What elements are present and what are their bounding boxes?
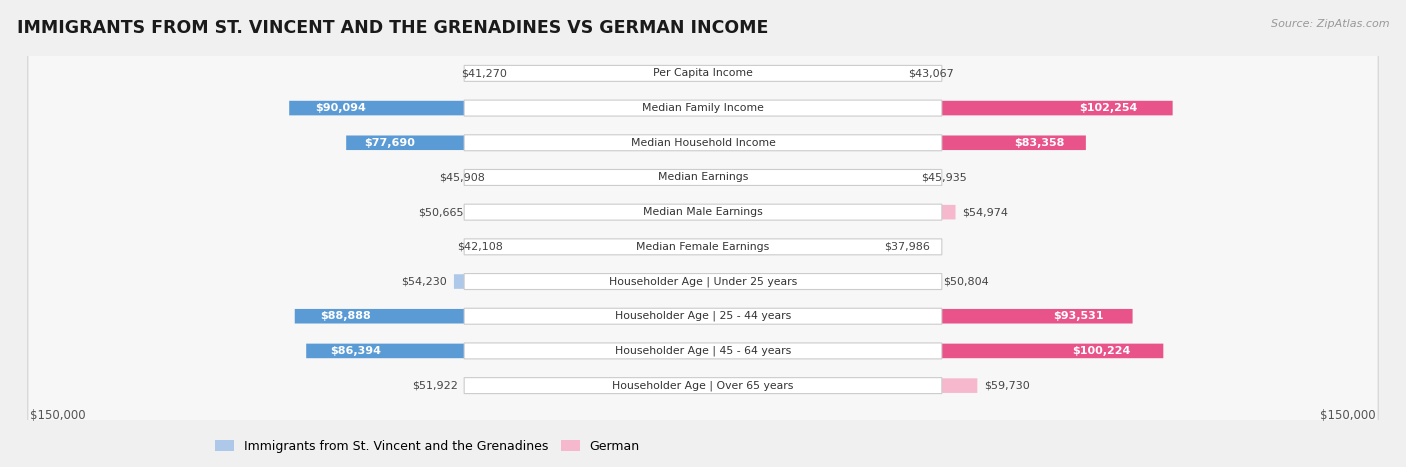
FancyBboxPatch shape [295,309,464,324]
FancyBboxPatch shape [346,135,464,150]
FancyBboxPatch shape [464,170,942,185]
Text: $54,230: $54,230 [401,276,447,287]
FancyBboxPatch shape [942,101,1173,115]
FancyBboxPatch shape [464,204,942,220]
FancyBboxPatch shape [464,65,942,81]
Text: Median Family Income: Median Family Income [643,103,763,113]
FancyBboxPatch shape [464,274,942,290]
Text: $102,254: $102,254 [1080,103,1137,113]
FancyBboxPatch shape [28,0,1378,467]
Text: Median Male Earnings: Median Male Earnings [643,207,763,217]
FancyBboxPatch shape [464,135,942,151]
Text: $88,888: $88,888 [321,311,371,321]
Text: $90,094: $90,094 [315,103,367,113]
Text: $41,270: $41,270 [461,68,506,78]
Text: $150,000: $150,000 [30,409,86,422]
Text: IMMIGRANTS FROM ST. VINCENT AND THE GRENADINES VS GERMAN INCOME: IMMIGRANTS FROM ST. VINCENT AND THE GREN… [17,19,768,37]
FancyBboxPatch shape [464,343,942,359]
FancyBboxPatch shape [28,0,1378,467]
Text: Householder Age | 25 - 44 years: Householder Age | 25 - 44 years [614,311,792,321]
Text: $54,974: $54,974 [962,207,1008,217]
Text: $59,730: $59,730 [984,381,1031,390]
Text: Median Household Income: Median Household Income [630,138,776,148]
Text: $43,067: $43,067 [908,68,953,78]
Text: $42,108: $42,108 [457,242,503,252]
Text: $77,690: $77,690 [364,138,415,148]
Text: $86,394: $86,394 [330,346,381,356]
FancyBboxPatch shape [307,344,464,358]
FancyBboxPatch shape [28,0,1378,467]
Text: $100,224: $100,224 [1071,346,1130,356]
Text: $45,935: $45,935 [921,172,966,183]
FancyBboxPatch shape [464,100,942,116]
FancyBboxPatch shape [464,239,942,255]
Text: $37,986: $37,986 [884,242,931,252]
Text: $50,804: $50,804 [943,276,988,287]
Legend: Immigrants from St. Vincent and the Grenadines, German: Immigrants from St. Vincent and the Gren… [209,435,645,458]
Text: Median Earnings: Median Earnings [658,172,748,183]
FancyBboxPatch shape [942,135,1085,150]
FancyBboxPatch shape [942,205,956,219]
FancyBboxPatch shape [464,308,942,324]
Text: $45,908: $45,908 [440,172,485,183]
Text: $83,358: $83,358 [1014,138,1064,148]
Text: Householder Age | Over 65 years: Householder Age | Over 65 years [612,380,794,391]
FancyBboxPatch shape [28,0,1378,467]
Text: Householder Age | Under 25 years: Householder Age | Under 25 years [609,276,797,287]
FancyBboxPatch shape [942,378,977,393]
Text: $50,665: $50,665 [418,207,464,217]
Text: Per Capita Income: Per Capita Income [652,68,754,78]
FancyBboxPatch shape [28,0,1378,467]
FancyBboxPatch shape [454,274,464,289]
Text: $51,922: $51,922 [412,381,457,390]
FancyBboxPatch shape [942,309,1133,324]
FancyBboxPatch shape [28,0,1378,467]
FancyBboxPatch shape [290,101,464,115]
Text: Median Female Earnings: Median Female Earnings [637,242,769,252]
FancyBboxPatch shape [28,0,1378,467]
FancyBboxPatch shape [942,344,1163,358]
FancyBboxPatch shape [28,0,1378,467]
FancyBboxPatch shape [464,378,942,394]
FancyBboxPatch shape [28,0,1378,467]
Text: Source: ZipAtlas.com: Source: ZipAtlas.com [1271,19,1389,28]
Text: Householder Age | 45 - 64 years: Householder Age | 45 - 64 years [614,346,792,356]
FancyBboxPatch shape [28,0,1378,467]
Text: $93,531: $93,531 [1053,311,1104,321]
Text: $150,000: $150,000 [1320,409,1376,422]
